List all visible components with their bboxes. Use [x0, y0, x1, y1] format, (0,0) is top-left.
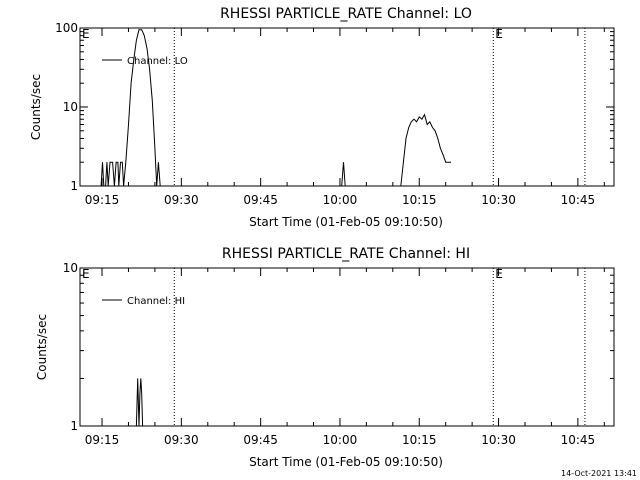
- y-tick-label: 1: [70, 419, 78, 433]
- footer-timestamp: 14-Oct-2021 13:41: [561, 469, 637, 478]
- legend-entry: Channel: HI: [127, 296, 185, 307]
- x-tick-label: 10:15: [402, 433, 437, 447]
- x-tick-label: 10:00: [323, 193, 358, 207]
- y-tick-label: 10: [63, 100, 78, 114]
- series-line: [400, 113, 451, 187]
- y-axis-label-text: Counts/sec: [35, 314, 49, 380]
- y-axis-label-text: Counts/sec: [29, 74, 43, 140]
- event-marker-label: E: [495, 267, 503, 281]
- x-tick-label: 10:30: [481, 193, 516, 207]
- x-tick-label: 09:45: [243, 193, 278, 207]
- x-tick-label: 10:45: [561, 433, 596, 447]
- x-tick-label: 10:00: [323, 433, 358, 447]
- x-tick-label: 10:45: [561, 193, 596, 207]
- event-marker-label: E: [82, 27, 90, 41]
- y-tick-label: 100: [55, 21, 78, 35]
- event-marker-label: E: [82, 267, 90, 281]
- x-tick-label: 10:30: [481, 433, 516, 447]
- x-axis-label: Start Time (01-Feb-05 09:10:50): [249, 215, 443, 229]
- y-axis-label: Counts/sec: [29, 74, 43, 140]
- legend-entry: Channel: LO: [127, 56, 188, 67]
- x-axis-label: Start Time (01-Feb-05 09:10:50): [249, 455, 443, 469]
- chart-title: RHESSI PARTICLE_RATE Channel: HI: [222, 246, 470, 262]
- chart-panel-hi: RHESSI PARTICLE_RATE Channel: HI Counts/…: [35, 246, 615, 469]
- x-tick-label: 09:45: [243, 433, 278, 447]
- series-line: [135, 378, 144, 427]
- series-line: [100, 29, 162, 187]
- event-marker-label: E: [495, 27, 503, 41]
- y-tick-label: 10: [63, 261, 78, 275]
- chart-title: RHESSI PARTICLE_RATE Channel: LO: [220, 6, 472, 22]
- x-tick-label: 09:30: [164, 433, 199, 447]
- x-tick-label: 10:15: [402, 193, 437, 207]
- plot-frame: [79, 267, 615, 427]
- x-tick-label: 09:15: [85, 193, 120, 207]
- x-tick-label: 09:15: [85, 433, 120, 447]
- chart-panel-lo: RHESSI PARTICLE_RATE Channel: LO Counts/…: [29, 6, 615, 229]
- x-tick-label: 09:30: [164, 193, 199, 207]
- y-axis-label: Counts/sec: [35, 314, 49, 380]
- series-line: [341, 162, 346, 187]
- y-tick-label: 1: [70, 179, 78, 193]
